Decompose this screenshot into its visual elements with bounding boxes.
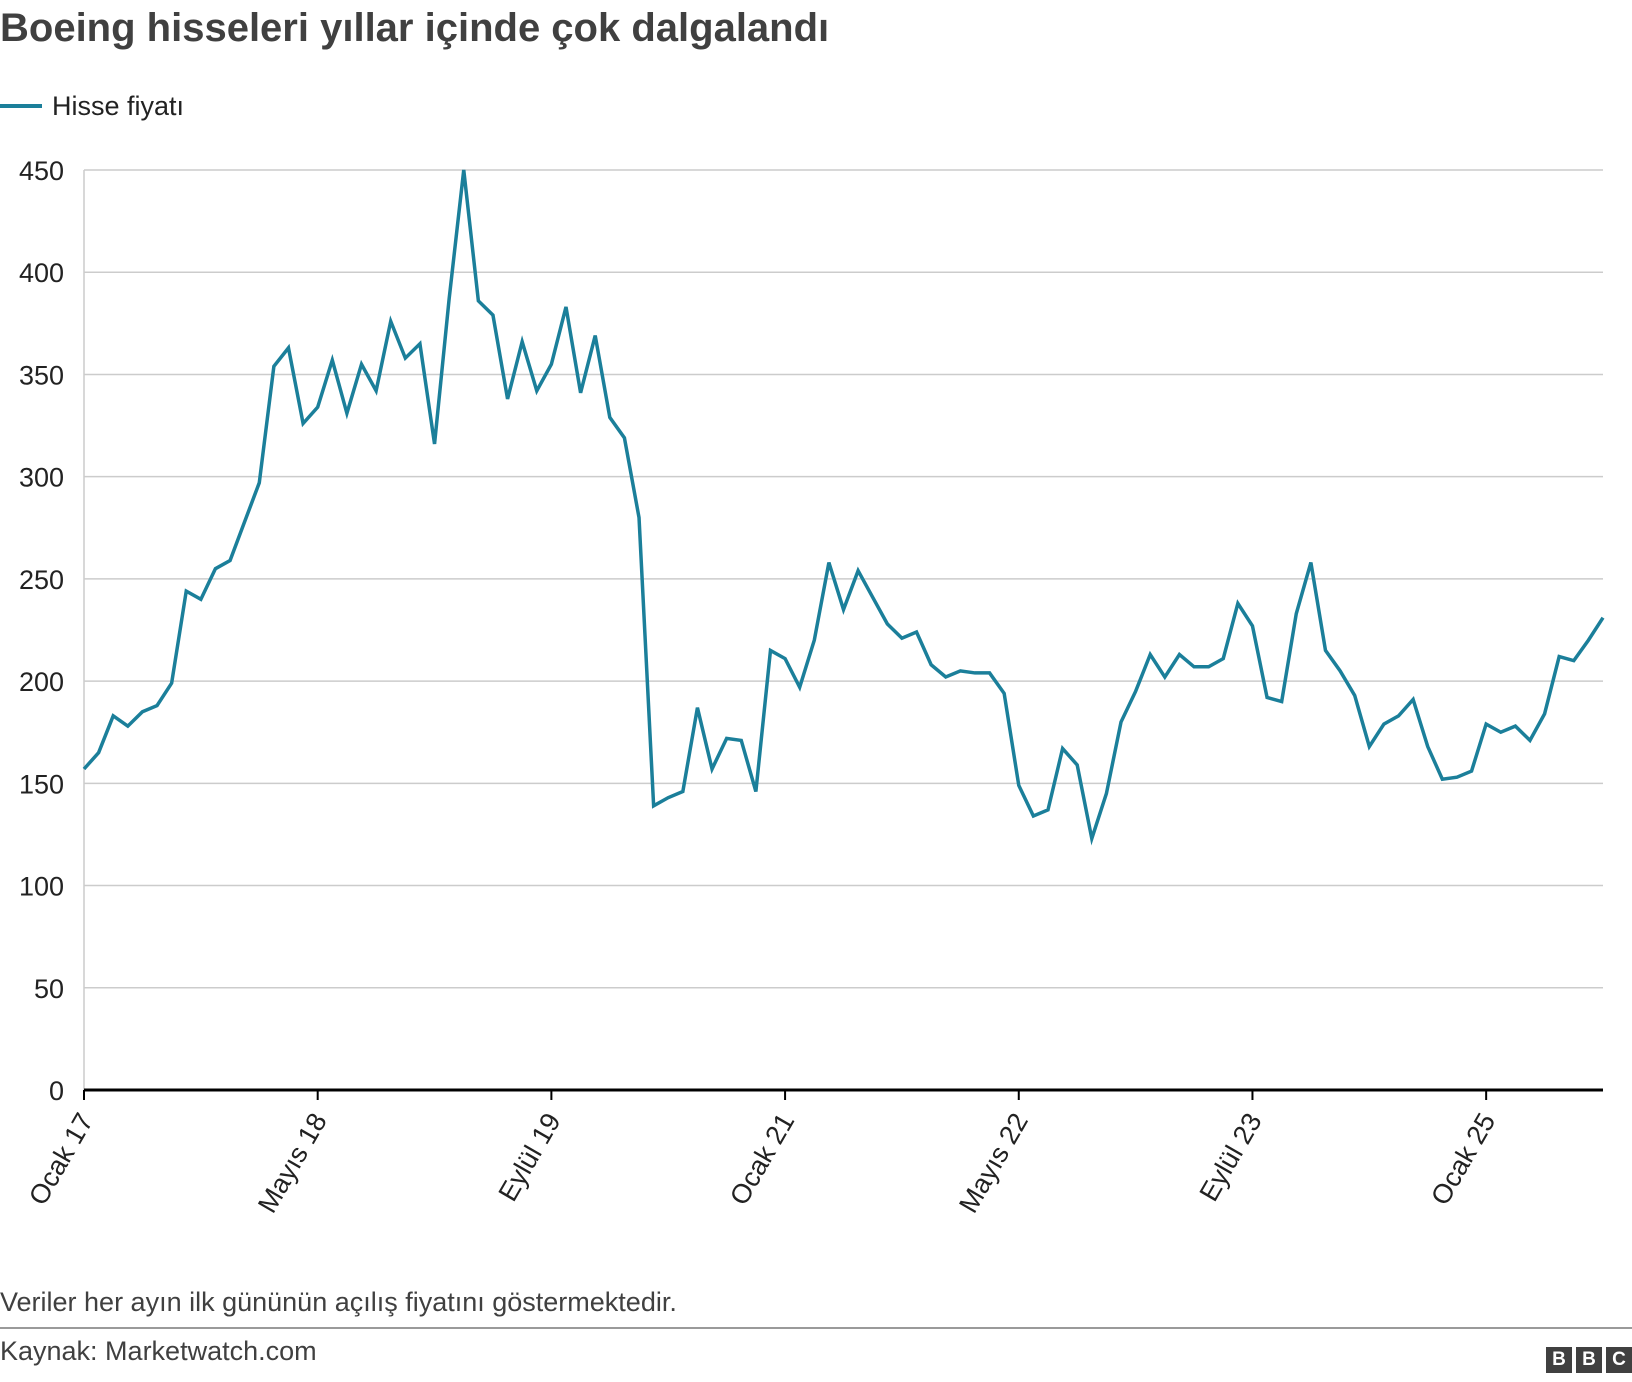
x-tick-label: Ocak 21 (724, 1108, 800, 1210)
y-tick-label: 100 (19, 872, 64, 902)
line-chart: 0 50 100 150 200 250 300 350 400 450 Ocak 17 Mayıs… (19, 156, 1605, 1218)
y-tick-label: 350 (19, 360, 64, 390)
x-axis-ticks: Ocak 17 Mayıs 18 Eylül 19 Ocak 21 Mayıs 22 Ey… (23, 1090, 1501, 1218)
x-tick-label: Ocak 25 (1425, 1108, 1501, 1210)
y-tick-label: 300 (19, 463, 64, 493)
footer-divider (0, 1327, 1632, 1329)
x-tick-label: Eylül 23 (1194, 1108, 1268, 1206)
legend-swatch (0, 104, 42, 108)
y-tick-label: 400 (19, 258, 64, 288)
x-tick-label: Eylül 19 (493, 1108, 567, 1206)
x-tick-label: Mayıs 18 (252, 1108, 333, 1218)
series-line-hisse-fiyati (82, 169, 1605, 846)
bbc-logo-letter: C (1606, 1347, 1632, 1373)
y-tick-label: 250 (19, 565, 64, 595)
y-tick-label: 450 (19, 156, 64, 186)
source-credit: Kaynak: Marketwatch.com (0, 1336, 317, 1366)
chart-note: Veriler her ayın ilk gününün açılış fiya… (0, 1287, 677, 1317)
y-tick-label: 50 (34, 974, 64, 1004)
y-tick-label: 200 (19, 667, 64, 697)
grid-layer (83, 169, 1603, 1090)
chart-title: Boeing hisseleri yıllar içinde çok dalga… (0, 6, 830, 50)
series-layer (82, 169, 1605, 1092)
chart-legend: Hisse fiyatı (0, 88, 184, 124)
bbc-logo-letter: B (1576, 1347, 1602, 1373)
y-axis-ticks: 0 50 100 150 200 250 300 350 400 450 (19, 156, 64, 1106)
bbc-logo: B B C (1546, 1347, 1632, 1373)
bbc-logo-letter: B (1546, 1347, 1572, 1373)
y-tick-label: 0 (49, 1076, 64, 1106)
x-tick-label: Mayıs 22 (953, 1108, 1034, 1218)
legend-label: Hisse fiyatı (52, 90, 185, 121)
y-tick-label: 150 (19, 769, 64, 799)
x-tick-label: Ocak 17 (23, 1108, 99, 1210)
